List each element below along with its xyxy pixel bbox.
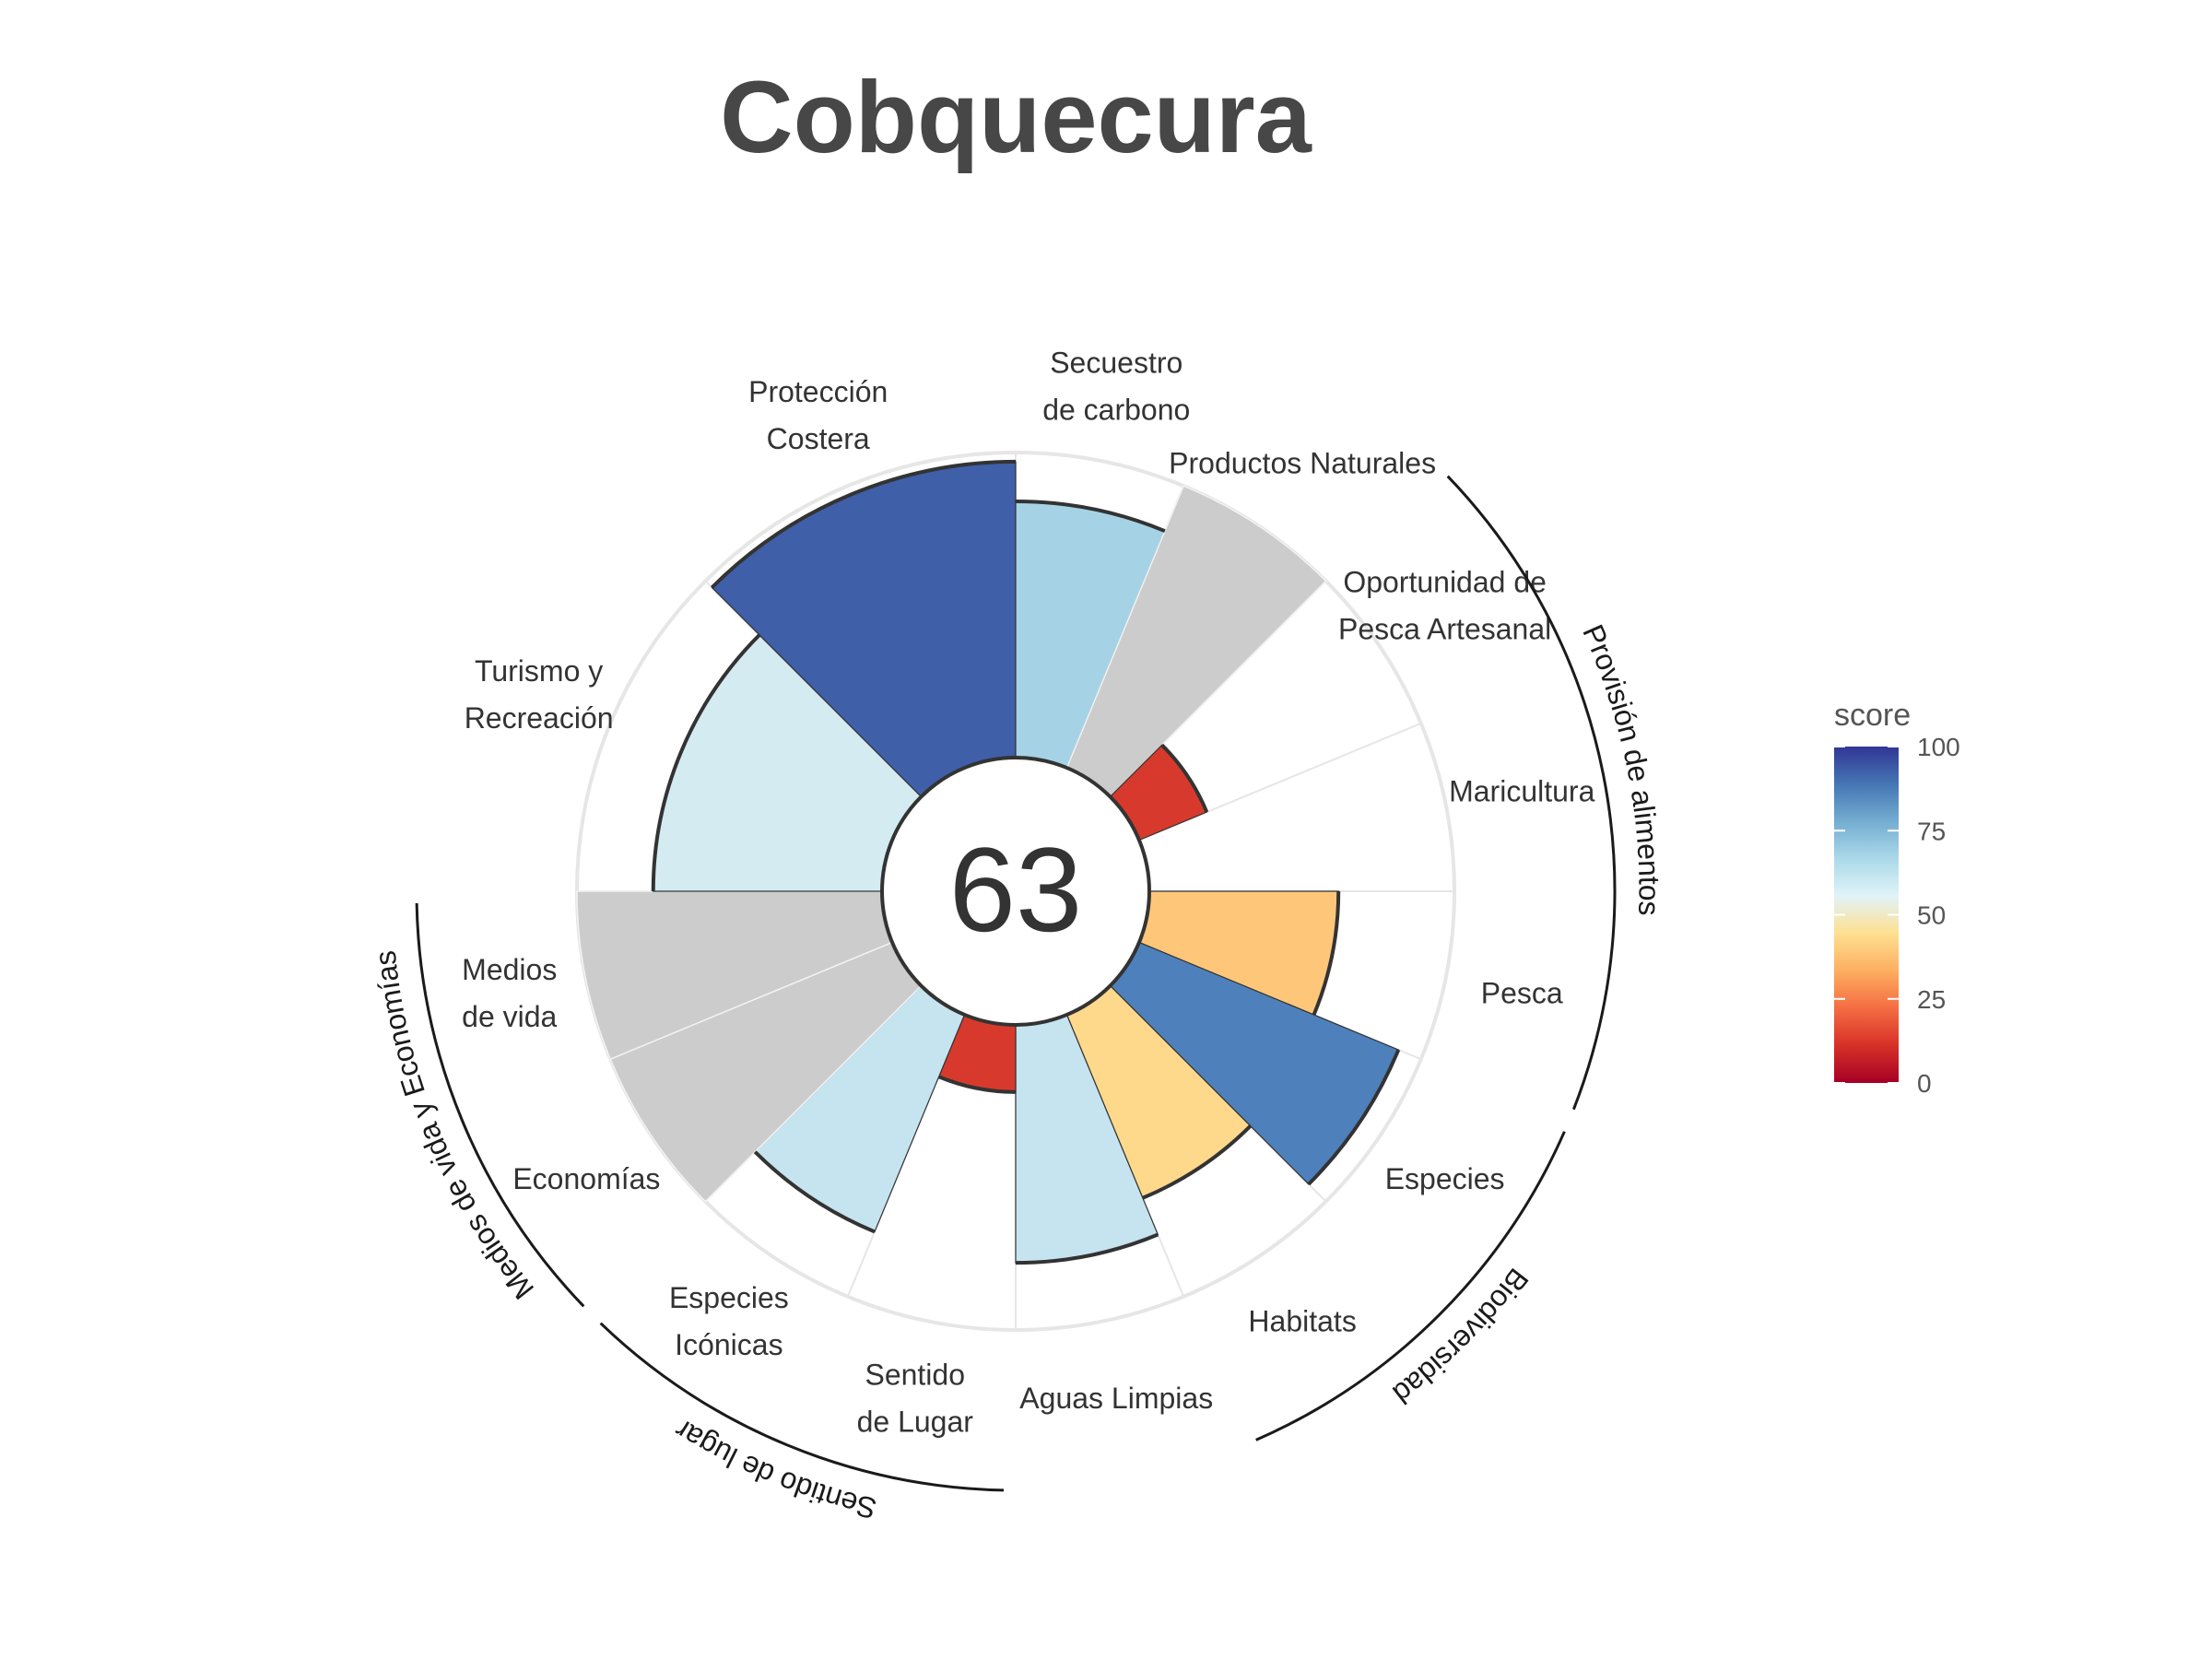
goal-label-4-1: de Lugar <box>857 1406 974 1439</box>
group-arc-0 <box>1446 475 1617 1111</box>
petal-outline-4 <box>937 1075 1017 1094</box>
petal-outline-5 <box>753 1150 876 1234</box>
goal-label-9-0: Protección <box>748 375 888 408</box>
goal-labels: Pesca Especies Habitats Aguas Limpias Sentid… <box>462 346 1594 1438</box>
petal-outline-6 <box>651 633 761 892</box>
legend-tick-label-1: 25 <box>1917 985 1946 1014</box>
petal-outline-9 <box>1160 743 1209 813</box>
goal-label-13-0: Maricultura <box>1449 775 1594 808</box>
goal-label-3-0: Aguas Limpias <box>1019 1382 1213 1415</box>
petal-outline-1 <box>1307 1049 1401 1186</box>
petal-outline-2 <box>1142 1124 1253 1200</box>
legend-tick-label-4: 100 <box>1917 733 1960 761</box>
goal-label-7-1: de vida <box>462 1000 557 1033</box>
group-label-2: Sentido de lugar <box>668 1413 879 1525</box>
center-circle <box>880 756 1151 1027</box>
goal-label-5-1: Icónicas <box>675 1328 782 1361</box>
goal-label-12-1: Pesca Artesanal <box>1338 612 1551 645</box>
petals <box>576 459 1401 1265</box>
goal-label-0-0: Pesca <box>1481 976 1563 1009</box>
goal-label-1-0: Especies <box>1385 1162 1505 1195</box>
legend-title: score <box>1834 698 1911 733</box>
petal-outline-3 <box>1015 1232 1159 1265</box>
goal-label-6-0: Economías <box>512 1162 660 1195</box>
legend-tick-label-3: 75 <box>1917 817 1946 845</box>
legend: score 0 25 50 75 100 <box>1834 698 1960 1098</box>
goal-label-12-0: Oportunidad de <box>1343 565 1547 598</box>
goal-label-7-0: Medios <box>462 953 557 986</box>
petal-outline-8 <box>1015 499 1166 534</box>
legend-tick-label-0: 0 <box>1917 1069 1932 1098</box>
petal-outline-0 <box>1312 890 1341 1016</box>
legend-tick-label-2: 50 <box>1917 901 1946 930</box>
chart-title: Cobquecura <box>720 61 1312 174</box>
goal-label-8-0: Turismo y <box>475 654 603 688</box>
group-arc-2 <box>599 1322 1005 1492</box>
goal-label-9-1: Costera <box>767 422 870 455</box>
group-label-0: Provisión de alimentos <box>1576 619 1665 916</box>
goal-label-4-0: Sentido <box>865 1359 965 1392</box>
goal-label-10-0: Secuestro <box>1050 346 1182 379</box>
petal-outline-7 <box>711 459 1017 589</box>
goal-label-2-0: Habitats <box>1248 1305 1356 1338</box>
group-arc-3 <box>415 902 585 1308</box>
group-arc-1 <box>1255 1131 1566 1441</box>
overall-score: 63 <box>949 822 1083 957</box>
goal-label-10-1: de carbono <box>1042 393 1190 426</box>
goal-label-5-0: Especies <box>669 1281 789 1314</box>
center-score: 63 <box>880 756 1151 1027</box>
goal-label-11-0: Productos Naturales <box>1169 446 1436 479</box>
group-label-1: Biodiversidad <box>1386 1262 1535 1410</box>
goal-label-8-1: Recreación <box>465 701 614 735</box>
